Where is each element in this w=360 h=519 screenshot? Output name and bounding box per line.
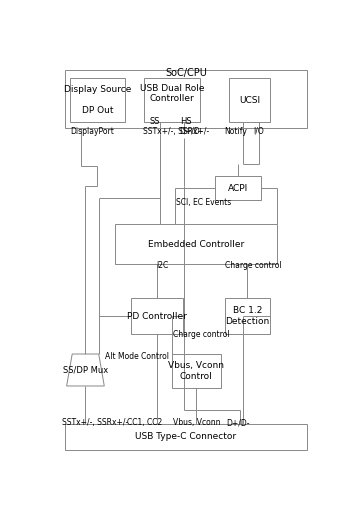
FancyBboxPatch shape — [225, 298, 270, 334]
FancyBboxPatch shape — [64, 424, 307, 450]
Text: SS/DP Mux: SS/DP Mux — [63, 365, 108, 375]
Text: SSTx+/-, SSRx+/-: SSTx+/-, SSRx+/- — [143, 127, 209, 136]
Text: ACPI: ACPI — [228, 184, 248, 193]
FancyBboxPatch shape — [215, 176, 261, 200]
Text: I/O: I/O — [253, 127, 264, 136]
Text: SoC/CPU: SoC/CPU — [165, 69, 207, 78]
Polygon shape — [67, 354, 104, 386]
FancyBboxPatch shape — [131, 298, 183, 334]
Text: D+/D-: D+/D- — [179, 127, 202, 136]
Text: PD Controller: PD Controller — [127, 311, 187, 321]
Text: Alt Mode Control: Alt Mode Control — [105, 351, 169, 361]
Text: D+/D-: D+/D- — [226, 418, 249, 427]
FancyBboxPatch shape — [144, 78, 200, 122]
Text: DisplayPort: DisplayPort — [71, 127, 114, 136]
Text: Charge control: Charge control — [174, 330, 230, 339]
Text: Notify: Notify — [224, 127, 247, 136]
Text: Charge control: Charge control — [225, 261, 282, 270]
Text: Display Source

DP Out: Display Source DP Out — [64, 85, 131, 115]
Text: UCSI: UCSI — [239, 95, 260, 105]
FancyBboxPatch shape — [172, 354, 221, 388]
Text: USB Type-C Connector: USB Type-C Connector — [135, 432, 237, 442]
FancyBboxPatch shape — [115, 224, 276, 264]
Text: SCI, EC Events: SCI, EC Events — [176, 198, 231, 208]
Text: SS: SS — [150, 117, 161, 126]
Text: SSTx+/-, SSRx+/-: SSTx+/-, SSRx+/- — [62, 418, 129, 427]
FancyBboxPatch shape — [64, 70, 307, 128]
Text: Vbus, Vconn
Control: Vbus, Vconn Control — [168, 361, 224, 381]
Text: HS: HS — [180, 117, 192, 126]
Text: Embedded Controller: Embedded Controller — [148, 240, 244, 249]
Text: USB Dual Role
Controller: USB Dual Role Controller — [140, 84, 204, 103]
Text: BC 1.2
Detection: BC 1.2 Detection — [225, 306, 269, 326]
Text: CC1, CC2: CC1, CC2 — [127, 418, 163, 427]
Text: Vbus, Vconn: Vbus, Vconn — [173, 418, 220, 427]
FancyBboxPatch shape — [229, 78, 270, 122]
FancyBboxPatch shape — [70, 78, 125, 122]
Text: I2C: I2C — [156, 261, 168, 270]
